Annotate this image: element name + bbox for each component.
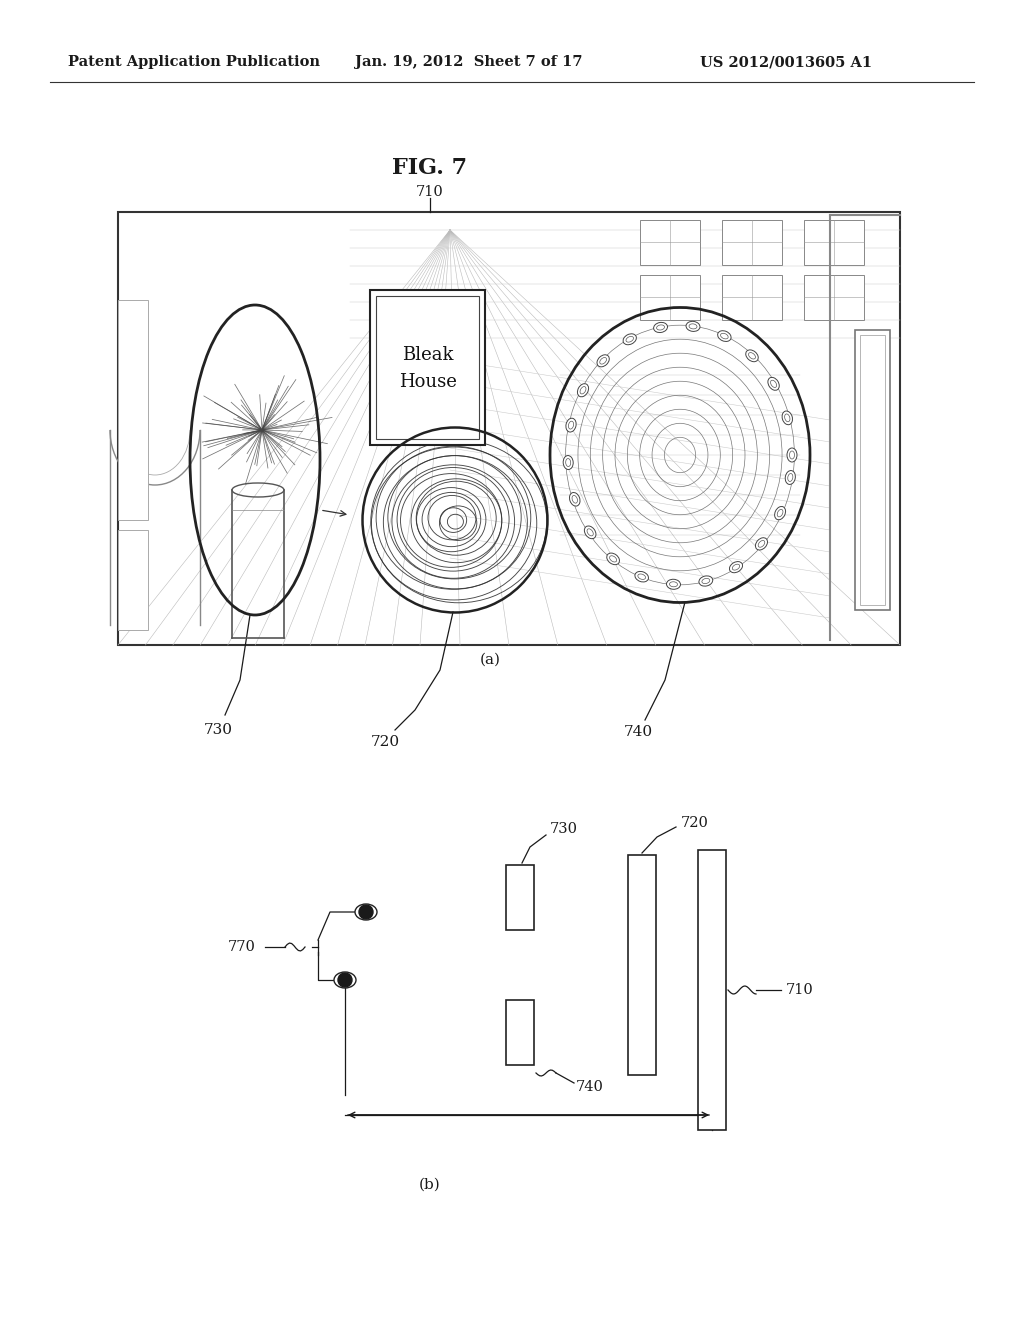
- Ellipse shape: [609, 556, 616, 562]
- Ellipse shape: [667, 579, 681, 589]
- Bar: [118, 300, 148, 520]
- Ellipse shape: [653, 322, 668, 333]
- Text: 720: 720: [371, 735, 399, 748]
- Ellipse shape: [701, 578, 710, 583]
- Bar: [506, 1001, 534, 1065]
- Bar: [628, 855, 656, 1074]
- Ellipse shape: [334, 972, 356, 987]
- Ellipse shape: [732, 564, 739, 570]
- Circle shape: [359, 906, 373, 919]
- Ellipse shape: [745, 350, 758, 362]
- Bar: [118, 531, 148, 630]
- Ellipse shape: [585, 525, 596, 539]
- Bar: [722, 275, 782, 319]
- Text: 710: 710: [786, 983, 814, 997]
- Ellipse shape: [638, 574, 645, 579]
- Ellipse shape: [777, 510, 783, 517]
- Ellipse shape: [686, 321, 700, 331]
- Text: House: House: [398, 374, 457, 391]
- Ellipse shape: [656, 325, 665, 330]
- Ellipse shape: [597, 355, 609, 367]
- Ellipse shape: [587, 529, 593, 536]
- Ellipse shape: [758, 540, 765, 548]
- Bar: [698, 850, 726, 1130]
- Ellipse shape: [572, 495, 578, 503]
- Ellipse shape: [568, 421, 573, 429]
- Text: 710: 710: [416, 185, 443, 199]
- Ellipse shape: [729, 561, 742, 573]
- Ellipse shape: [770, 380, 776, 388]
- Ellipse shape: [718, 331, 731, 342]
- Ellipse shape: [355, 904, 377, 920]
- Bar: [804, 220, 864, 265]
- Text: (a): (a): [479, 653, 501, 667]
- Bar: [376, 296, 479, 440]
- Ellipse shape: [635, 572, 648, 582]
- Bar: [855, 330, 890, 610]
- Text: 770: 770: [228, 940, 256, 954]
- Ellipse shape: [721, 334, 728, 339]
- Text: Patent Application Publication: Patent Application Publication: [68, 55, 319, 69]
- Ellipse shape: [768, 378, 779, 391]
- Ellipse shape: [790, 451, 795, 459]
- Ellipse shape: [689, 323, 697, 329]
- Ellipse shape: [782, 411, 793, 425]
- Text: 740: 740: [624, 725, 652, 739]
- Ellipse shape: [787, 447, 797, 462]
- Bar: [640, 220, 700, 265]
- Ellipse shape: [607, 553, 620, 565]
- Circle shape: [338, 973, 352, 987]
- Ellipse shape: [699, 576, 713, 586]
- Bar: [860, 335, 885, 605]
- Ellipse shape: [787, 474, 793, 482]
- Bar: [722, 220, 782, 265]
- Ellipse shape: [756, 537, 768, 550]
- Ellipse shape: [578, 384, 589, 397]
- Text: 730: 730: [550, 822, 578, 836]
- Text: 740: 740: [575, 1080, 604, 1094]
- Text: FIG. 7: FIG. 7: [392, 157, 468, 180]
- Text: US 2012/0013605 A1: US 2012/0013605 A1: [700, 55, 872, 69]
- Ellipse shape: [670, 582, 678, 587]
- Bar: [370, 290, 485, 445]
- Ellipse shape: [623, 334, 636, 345]
- Ellipse shape: [563, 455, 573, 470]
- Ellipse shape: [569, 492, 580, 506]
- Bar: [804, 275, 864, 319]
- Text: Bleak: Bleak: [401, 346, 454, 364]
- Ellipse shape: [565, 458, 570, 466]
- Ellipse shape: [784, 414, 790, 422]
- Ellipse shape: [774, 507, 785, 520]
- Bar: [640, 275, 700, 319]
- Bar: [118, 213, 900, 645]
- Text: 730: 730: [204, 723, 232, 737]
- Ellipse shape: [785, 470, 796, 484]
- Text: Jan. 19, 2012  Sheet 7 of 17: Jan. 19, 2012 Sheet 7 of 17: [355, 55, 583, 69]
- Ellipse shape: [600, 358, 606, 364]
- Ellipse shape: [749, 352, 756, 359]
- Ellipse shape: [580, 387, 586, 393]
- Ellipse shape: [626, 337, 634, 342]
- Text: (b): (b): [419, 1177, 441, 1192]
- Ellipse shape: [566, 418, 577, 432]
- Bar: [506, 865, 534, 931]
- Text: 720: 720: [681, 816, 709, 830]
